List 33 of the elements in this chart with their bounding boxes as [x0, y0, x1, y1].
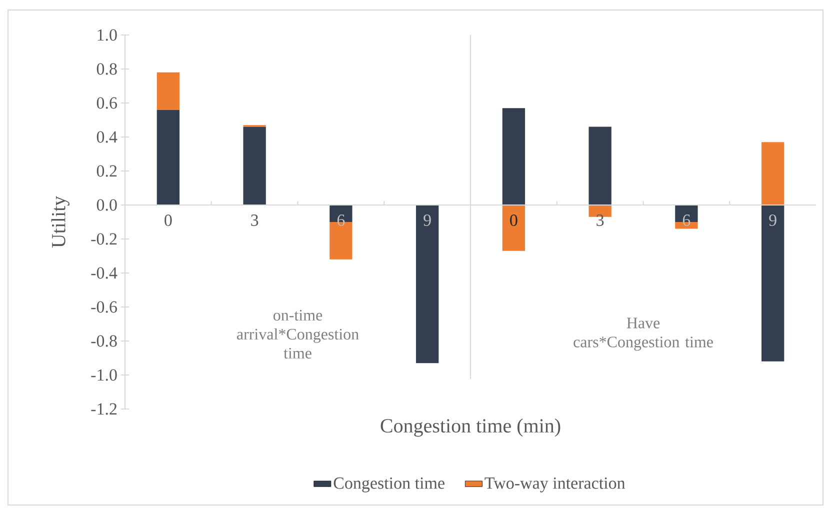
bar [156, 72, 180, 110]
x-tick-label: 0 [164, 214, 172, 226]
x-tick-label: 9 [424, 214, 431, 226]
bar [761, 205, 784, 362]
bar [243, 126, 266, 206]
y-axis-title: Utility [51, 196, 70, 248]
x-tick-label: 9 [769, 214, 776, 226]
bar [761, 142, 784, 206]
bar [416, 205, 439, 364]
bar [588, 126, 612, 206]
y-tick-label: -0.4 [91, 267, 118, 279]
y-tick-label: 0.0 [96, 199, 117, 211]
y-tick-label: 0.8 [96, 63, 117, 75]
y-tick-label: -1.2 [91, 403, 117, 415]
x-axis-title: Congestion time (min) [380, 418, 560, 437]
legend-label: Two-way interaction [484, 477, 626, 492]
y-tick-label: 0.4 [96, 131, 118, 143]
y-tick-label: -1.0 [91, 369, 117, 381]
annotation: Have cars*Congestion time [574, 318, 713, 351]
y-tick-label: -0.8 [91, 335, 117, 347]
bar [156, 110, 180, 206]
x-tick-label: 3 [596, 214, 604, 226]
bar [502, 108, 526, 206]
y-tick-label: -0.2 [91, 233, 117, 245]
annotation: on-time arrival*Congestion time [236, 310, 359, 359]
y-tick-label: -0.6 [91, 301, 117, 313]
bar [502, 205, 526, 251]
y-tick-label: 0.2 [96, 165, 117, 177]
x-tick-label: 0 [510, 214, 518, 226]
x-tick-label: 3 [251, 214, 258, 226]
legend-label: Congestion time [334, 477, 444, 492]
y-tick-label: 1.0 [98, 29, 117, 41]
y-tick-label: 0.6 [96, 97, 117, 109]
